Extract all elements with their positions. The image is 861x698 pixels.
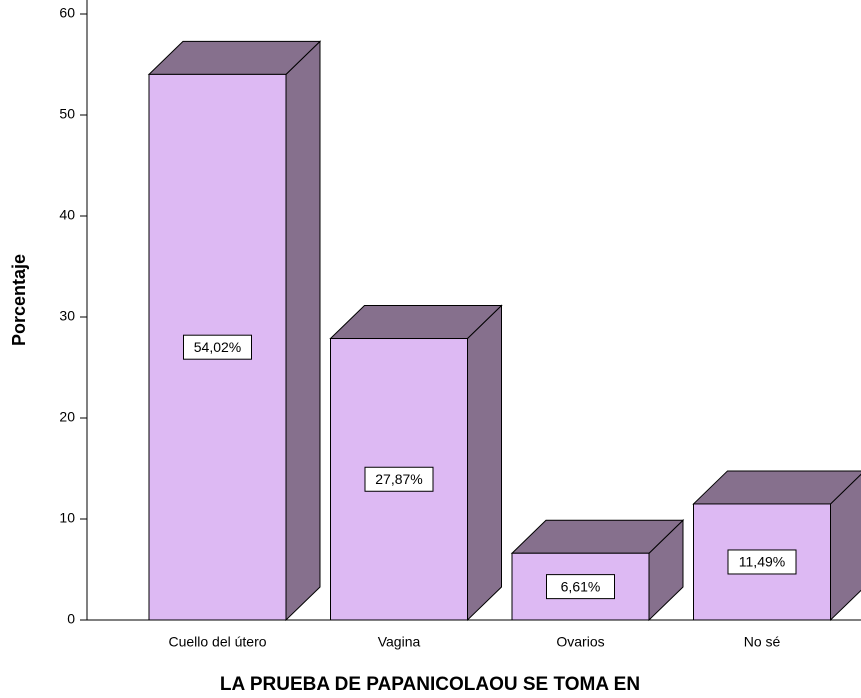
value-label: 11,49% (739, 554, 785, 570)
value-label-box (727, 549, 797, 575)
value-label-box (546, 574, 615, 600)
x-tick-label: Vagina (378, 634, 421, 650)
value-label-box (364, 466, 434, 492)
y-tick-label: 0 (67, 611, 75, 627)
y-tick-label: 30 (59, 308, 75, 324)
value-label: 27,87% (375, 471, 422, 487)
bar-top (692, 470, 861, 505)
x-tick-label: Ovarios (556, 634, 604, 650)
y-tick-label: 60 (59, 5, 75, 21)
y-tick-label: 20 (59, 409, 75, 425)
x-tick-label: Cuello del útero (168, 634, 266, 650)
bar-side (285, 40, 321, 622)
x-axis-title: LA PRUEBA DE PAPANICOLAOU SE TOMA EN (220, 674, 640, 695)
value-label: 54,02% (194, 339, 241, 355)
x-tick-label: No sé (744, 634, 781, 650)
y-tick-label: 50 (59, 106, 75, 122)
y-tick-label: 10 (59, 510, 75, 526)
bar-side (467, 304, 502, 622)
value-label-box (183, 334, 252, 360)
y-axis-title: Porcentaje (9, 254, 29, 346)
value-label: 6,61% (561, 578, 601, 594)
y-tick-label: 40 (59, 207, 75, 223)
